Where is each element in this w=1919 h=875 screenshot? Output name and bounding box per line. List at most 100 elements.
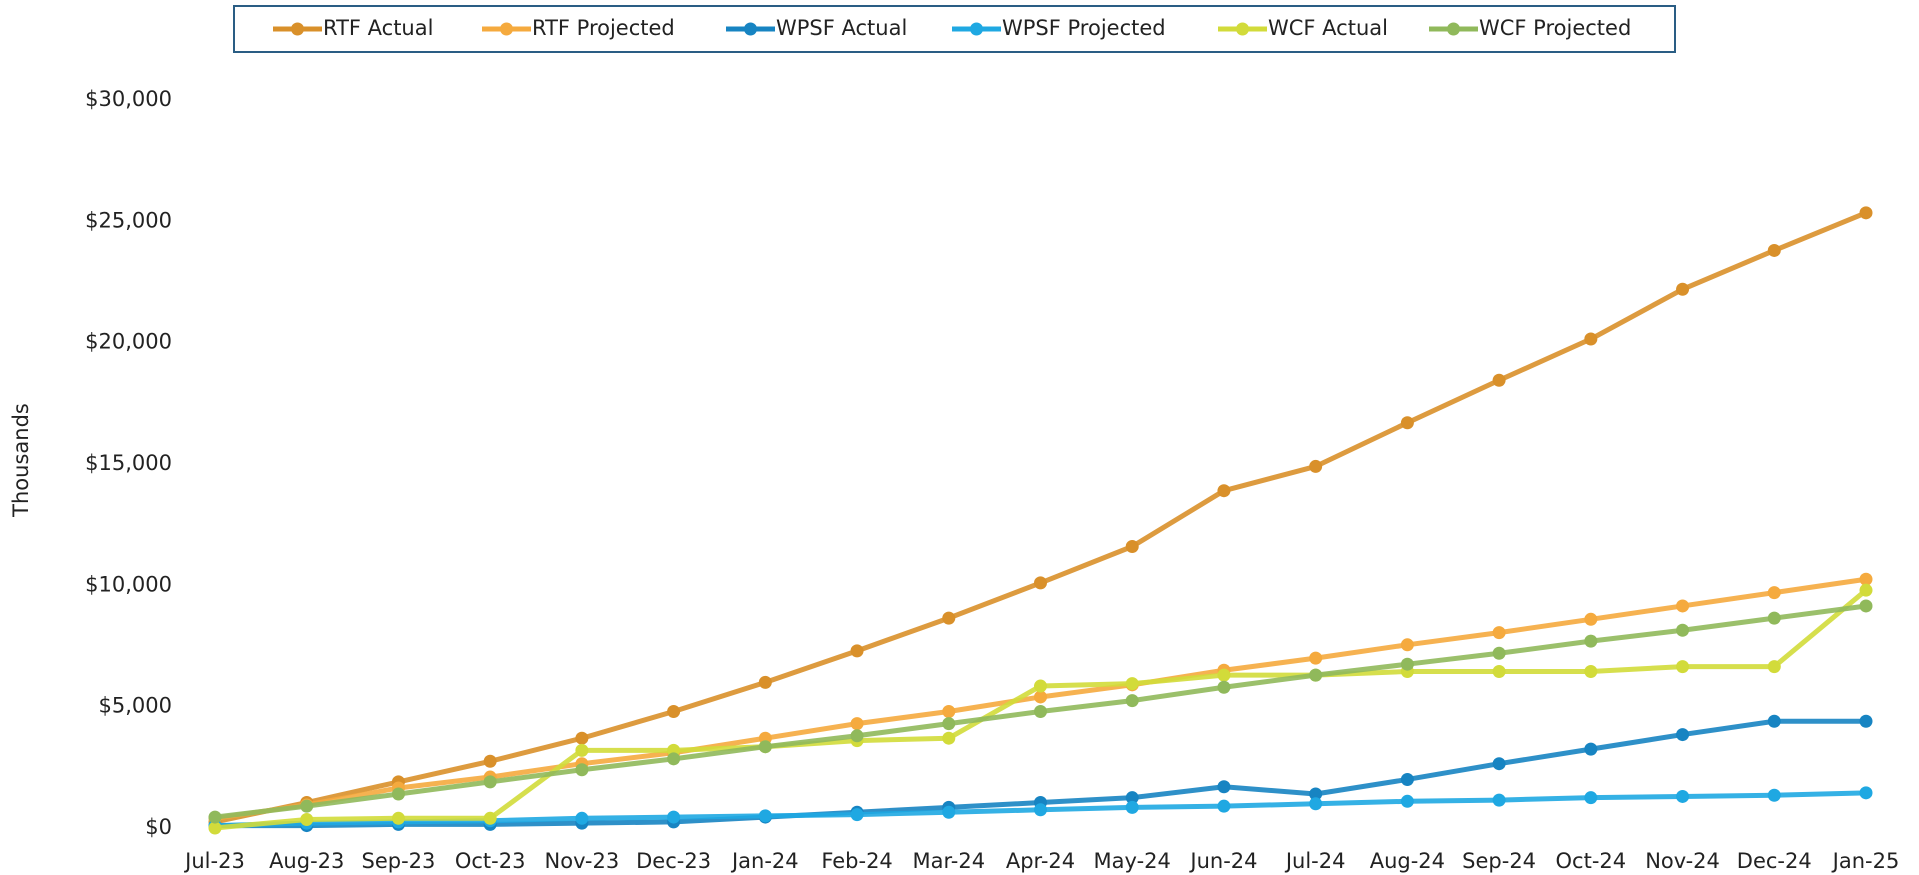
data-point bbox=[1125, 694, 1139, 708]
y-tick-label: $30,000 bbox=[85, 87, 172, 111]
data-point bbox=[1767, 714, 1781, 728]
data-point bbox=[1217, 799, 1231, 813]
data-point bbox=[1584, 742, 1598, 756]
data-point bbox=[758, 809, 772, 823]
data-point bbox=[1492, 626, 1506, 640]
data-point bbox=[575, 763, 589, 777]
data-point bbox=[1767, 788, 1781, 802]
legend-swatch-dot bbox=[1236, 22, 1249, 36]
data-point bbox=[1859, 714, 1873, 728]
data-point bbox=[1859, 583, 1873, 597]
data-point bbox=[1125, 791, 1139, 805]
series-line bbox=[214, 210, 1867, 825]
data-point bbox=[1217, 484, 1231, 498]
data-point bbox=[1034, 576, 1047, 590]
data-point bbox=[1767, 660, 1781, 674]
data-point bbox=[483, 811, 497, 825]
y-tick-label: $0 bbox=[145, 815, 172, 839]
x-tick-label: Aug-24 bbox=[1370, 849, 1445, 873]
legend-swatch-dot bbox=[1447, 22, 1460, 36]
x-tick-label: Jan-24 bbox=[730, 849, 799, 873]
legend-label: WPSF Actual bbox=[776, 16, 907, 40]
data-point bbox=[850, 729, 864, 743]
data-point bbox=[1767, 586, 1781, 600]
data-point bbox=[1400, 772, 1414, 786]
x-tick-label: Jul-23 bbox=[183, 849, 245, 873]
x-tick-label: Jul-24 bbox=[1284, 849, 1346, 873]
x-tick-label: Sep-24 bbox=[1462, 849, 1536, 873]
data-point bbox=[942, 805, 956, 819]
legend-label: RTF Projected bbox=[532, 16, 675, 40]
data-point bbox=[1676, 623, 1690, 637]
data-point bbox=[942, 705, 956, 719]
y-axis-label: Thousands bbox=[9, 403, 33, 518]
data-point bbox=[1767, 243, 1781, 257]
y-tick-label: $15,000 bbox=[85, 451, 172, 475]
data-point bbox=[300, 813, 314, 827]
x-tick-label: Feb-24 bbox=[821, 849, 892, 873]
data-point bbox=[1400, 416, 1414, 430]
data-point bbox=[1676, 728, 1690, 742]
legend-swatch-dot bbox=[500, 22, 513, 36]
data-point bbox=[1676, 282, 1690, 296]
data-point bbox=[1309, 797, 1323, 811]
data-point bbox=[1492, 373, 1506, 387]
legend-label: WPSF Projected bbox=[1002, 16, 1166, 40]
data-point bbox=[575, 731, 589, 745]
data-point bbox=[1492, 757, 1506, 771]
x-tick-label: Mar-24 bbox=[912, 849, 985, 873]
x-tick-label: Oct-23 bbox=[455, 849, 526, 873]
data-point bbox=[1676, 660, 1690, 674]
data-point bbox=[1034, 705, 1047, 719]
data-point bbox=[667, 810, 681, 824]
data-point bbox=[667, 752, 681, 766]
data-point bbox=[1584, 791, 1598, 805]
data-point bbox=[1125, 540, 1139, 554]
data-point bbox=[1034, 679, 1047, 693]
data-point bbox=[1217, 668, 1231, 682]
data-point bbox=[1034, 690, 1047, 704]
legend-label: RTF Actual bbox=[323, 16, 433, 40]
data-point bbox=[1584, 664, 1598, 678]
x-tick-label: Jan-25 bbox=[1831, 849, 1900, 873]
data-point bbox=[1859, 599, 1873, 613]
data-point bbox=[758, 740, 772, 754]
data-point bbox=[1492, 793, 1506, 807]
x-tick-label: Apr-24 bbox=[1006, 849, 1075, 873]
x-tick-label: Dec-24 bbox=[1737, 849, 1812, 873]
data-point bbox=[850, 808, 864, 822]
data-point bbox=[1125, 800, 1139, 814]
y-tick-label: $5,000 bbox=[99, 694, 172, 718]
data-point bbox=[850, 644, 864, 658]
data-point bbox=[942, 717, 956, 731]
data-point bbox=[1034, 803, 1047, 817]
data-point bbox=[1217, 680, 1231, 694]
legend-swatch-dot bbox=[970, 22, 983, 36]
data-point bbox=[208, 810, 222, 824]
data-point bbox=[1584, 634, 1598, 648]
data-point bbox=[1309, 668, 1323, 682]
data-point bbox=[1492, 646, 1506, 660]
data-point bbox=[1309, 787, 1323, 801]
data-point bbox=[1309, 651, 1323, 665]
y-tick-label: $25,000 bbox=[85, 208, 172, 232]
data-point bbox=[1676, 789, 1690, 803]
x-tick-label: Jun-24 bbox=[1188, 849, 1257, 873]
x-tick-label: Dec-23 bbox=[636, 849, 711, 873]
data-point bbox=[300, 799, 314, 813]
data-point bbox=[1217, 780, 1231, 794]
data-point bbox=[575, 811, 589, 825]
data-point bbox=[758, 675, 772, 689]
data-point bbox=[208, 821, 222, 835]
data-point bbox=[667, 705, 681, 719]
data-point bbox=[575, 743, 589, 757]
data-point bbox=[1859, 206, 1873, 220]
data-point bbox=[1309, 459, 1323, 473]
x-tick-label: Sep-23 bbox=[361, 849, 435, 873]
data-point bbox=[1584, 612, 1598, 626]
data-point bbox=[942, 731, 956, 745]
legend-box bbox=[233, 5, 1676, 53]
x-tick-label: Nov-24 bbox=[1645, 849, 1720, 873]
x-tick-label: Oct-24 bbox=[1556, 849, 1627, 873]
